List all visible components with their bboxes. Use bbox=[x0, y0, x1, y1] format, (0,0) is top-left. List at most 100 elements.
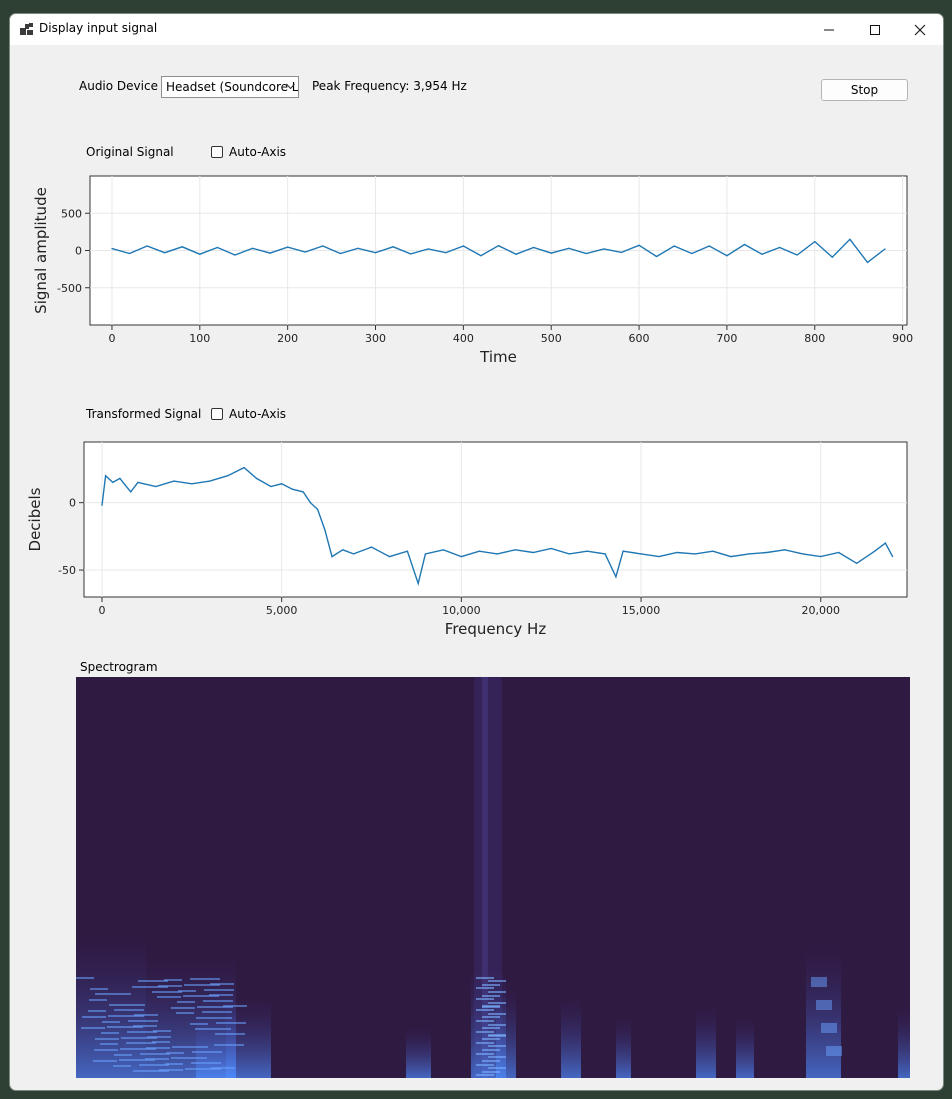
data-point bbox=[270, 485, 272, 488]
data-point bbox=[104, 475, 107, 477]
data-point bbox=[585, 252, 587, 255]
data-point bbox=[209, 480, 211, 482]
spectrogram-streak bbox=[476, 1031, 494, 1033]
spectrogram-streak bbox=[89, 999, 107, 1001]
data-point bbox=[269, 252, 271, 254]
y-tick-label: 500 bbox=[61, 207, 82, 220]
spectrogram-streak bbox=[210, 983, 234, 985]
spectrogram-streak bbox=[166, 1052, 184, 1054]
window-title: Display input signal bbox=[39, 21, 158, 35]
spectrogram-streak bbox=[81, 1027, 105, 1029]
x-tick-label: 400 bbox=[453, 332, 474, 345]
x-tick-label: 700 bbox=[716, 332, 737, 345]
spectrogram-streak bbox=[184, 984, 220, 986]
spectrogram-streak bbox=[134, 1014, 158, 1016]
spectrogram-streak bbox=[209, 994, 233, 996]
transformed-auto-axis-label: Auto-Axis bbox=[229, 407, 287, 421]
spectrogram-streak bbox=[482, 1038, 500, 1040]
spectrogram-streak bbox=[826, 1052, 842, 1054]
data-point bbox=[726, 255, 728, 257]
spectrogram-streak bbox=[139, 1064, 169, 1066]
spectrogram-streak bbox=[94, 1049, 118, 1051]
spectrogram-streak bbox=[102, 1021, 120, 1023]
spectrogram-streak bbox=[488, 1002, 506, 1004]
spectrogram-streak bbox=[95, 993, 131, 995]
spectrogram-streak bbox=[190, 978, 220, 980]
spectrogram-streak bbox=[171, 1007, 195, 1009]
data-point bbox=[730, 555, 732, 558]
spectrogram-streak bbox=[138, 980, 168, 982]
y-tick-label: -50 bbox=[58, 564, 76, 577]
spectrogram-streak bbox=[203, 1000, 233, 1002]
spectrogram-streak bbox=[109, 1004, 145, 1006]
spectrogram-streak bbox=[811, 985, 827, 987]
spectrogram-streak bbox=[178, 990, 196, 992]
spectrogram-streak bbox=[190, 1023, 208, 1025]
y-axis-label: Signal amplitude bbox=[32, 187, 50, 314]
spectrogram-streak bbox=[826, 1048, 842, 1050]
spectrogram-streak bbox=[476, 1020, 494, 1022]
maximize-button[interactable] bbox=[852, 14, 898, 45]
spectrogram-streak bbox=[482, 984, 500, 986]
minimize-icon bbox=[824, 29, 834, 30]
spectrogram-streak bbox=[816, 1006, 832, 1008]
data-point bbox=[514, 549, 516, 551]
data-point bbox=[480, 255, 482, 257]
spectrogram-streak bbox=[476, 1042, 494, 1044]
data-point bbox=[856, 562, 858, 564]
minimize-button[interactable] bbox=[806, 14, 852, 45]
data-point bbox=[281, 483, 283, 485]
spectrogram-streak bbox=[488, 980, 506, 982]
spectrogram-streak bbox=[488, 1013, 506, 1015]
data-point bbox=[287, 246, 289, 248]
data-point bbox=[442, 549, 444, 551]
x-tick-label: 0 bbox=[108, 332, 115, 345]
stop-button[interactable]: Stop bbox=[821, 79, 908, 101]
data-point bbox=[199, 253, 201, 255]
data-point bbox=[796, 254, 798, 256]
audio-device-value: Headset (Soundcore L bbox=[166, 80, 299, 94]
spectrogram-streak bbox=[140, 1053, 170, 1055]
audio-device-select[interactable]: Headset (Soundcore L bbox=[161, 76, 299, 98]
data-point bbox=[406, 550, 409, 552]
data-point bbox=[462, 245, 464, 247]
spectrogram-streak bbox=[476, 998, 494, 1000]
data-point bbox=[322, 245, 324, 247]
title-bar[interactable]: Display input signal bbox=[10, 14, 943, 45]
spectrogram-energy bbox=[616, 1017, 631, 1078]
spectrogram-streak bbox=[90, 988, 108, 990]
spectrogram-streak bbox=[108, 1015, 144, 1017]
spectrogram-streak bbox=[821, 1031, 837, 1033]
original-auto-axis-checkbox[interactable] bbox=[211, 146, 223, 158]
spectrogram-streak bbox=[202, 1011, 232, 1013]
x-tick-label: 15,000 bbox=[622, 604, 661, 617]
data-point bbox=[550, 547, 552, 550]
data-point bbox=[155, 485, 157, 488]
data-point bbox=[357, 247, 359, 249]
data-point bbox=[586, 550, 588, 552]
spectrogram-streak bbox=[826, 1054, 842, 1056]
data-point bbox=[445, 252, 447, 254]
data-point bbox=[874, 550, 876, 552]
spectrogram-streak bbox=[488, 1067, 506, 1069]
transformed-auto-axis-checkbox[interactable] bbox=[211, 408, 223, 420]
spectrogram-streak bbox=[93, 1060, 117, 1062]
data-point bbox=[779, 246, 781, 249]
data-point bbox=[374, 252, 377, 254]
data-point bbox=[227, 475, 229, 477]
x-tick-label: 20,000 bbox=[801, 604, 840, 617]
data-point bbox=[352, 553, 355, 555]
data-point bbox=[137, 481, 139, 484]
data-point bbox=[708, 245, 710, 247]
spectrogram-streak bbox=[482, 1060, 500, 1062]
x-tick-label: 0 bbox=[98, 604, 105, 617]
spectrogram-streak bbox=[476, 1053, 494, 1055]
data-point bbox=[568, 553, 570, 555]
spectrogram-energy bbox=[806, 947, 841, 1078]
spectrogram-streak bbox=[107, 1026, 143, 1028]
data-point bbox=[392, 246, 394, 248]
spectrogram-streak bbox=[488, 1045, 506, 1047]
close-button[interactable] bbox=[897, 14, 943, 45]
spectrogram-streak bbox=[816, 1004, 832, 1006]
spectrogram-streak bbox=[121, 1037, 157, 1039]
